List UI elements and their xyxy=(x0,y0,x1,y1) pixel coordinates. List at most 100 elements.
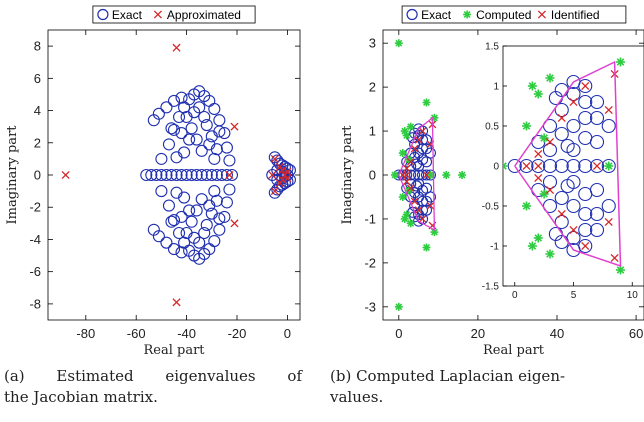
panel-a-exact-point xyxy=(155,152,168,165)
panel-a-exact-point xyxy=(175,168,188,182)
panel-b-inset: 0 5 10 -1.5 -1 -0.5 0 0.5 1 1.5 xyxy=(482,42,644,303)
panel-b-identified-point xyxy=(418,127,427,135)
panel-a-xtick-label: -60 xyxy=(127,326,146,341)
panel-a-exact-point xyxy=(180,226,193,240)
panel-a-exact-point xyxy=(195,144,208,157)
panel-a-exact-point xyxy=(220,141,233,154)
panel-b-legend-marker-exact xyxy=(406,8,418,21)
panel-b-identified-point xyxy=(402,164,411,173)
panel-a-exact-point xyxy=(190,168,203,182)
panel-a-exact-point xyxy=(180,110,193,124)
panel-a-exact-point xyxy=(200,218,213,231)
panel-b-inset-ytick-label: 1.5 xyxy=(485,42,499,53)
panel-b-inset-computed-point xyxy=(539,133,549,143)
panel-b-inset-xtick-label: 0 xyxy=(512,290,518,301)
panel-b-inset-identified-point xyxy=(545,137,555,147)
panel-a-approx-point xyxy=(270,187,279,196)
panel-a-legend-marker-approximated xyxy=(153,10,162,19)
panel-b-inset-identified-point xyxy=(569,225,578,235)
panel-b-inset-exact-point xyxy=(519,158,534,174)
panel-b-xtick-label: 20 xyxy=(471,326,485,341)
panel-a-ytick-label: -8 xyxy=(29,296,41,311)
panel-a-exact-point xyxy=(193,236,206,249)
panel-b-inset-exact-point xyxy=(589,158,605,174)
panel-a-ytick-label: -4 xyxy=(29,232,41,247)
panel-b-exact-point xyxy=(413,160,425,172)
panel-b-inset-exact-point xyxy=(578,206,593,222)
panel-a-exact-point xyxy=(198,226,211,240)
panel-a-exact-point xyxy=(172,110,186,124)
panel-b-inset-exact-point xyxy=(542,142,558,158)
panel-b-ytick-label: -2 xyxy=(364,255,376,270)
panel-a-exact-point xyxy=(266,168,279,182)
panel-b-computed-point xyxy=(398,149,407,158)
panel-b-inset-identified-point xyxy=(545,185,555,195)
panel-b-inset-ytick-label: -0.5 xyxy=(482,202,500,213)
panel-b-legend-label-exact: Exact xyxy=(421,8,452,22)
panel-b-identified-point xyxy=(414,135,423,144)
panel-b-inset-identified-point xyxy=(604,217,613,227)
panel-a-exact-point xyxy=(162,199,176,212)
panel-a-xtick-label: -20 xyxy=(228,326,247,341)
panel-b-inset-computed-point xyxy=(593,294,602,303)
panel-b-inset-ytick-label: 0 xyxy=(493,162,499,173)
panel-a-exact-point xyxy=(208,152,221,165)
panel-b-inset-identified-point xyxy=(557,113,566,123)
panel-a-exact-point xyxy=(150,168,163,182)
panel-a-xtick-label: -80 xyxy=(76,326,95,341)
panel-b-inset-identified-point xyxy=(581,241,590,251)
panel-b-xtick-label: 0 xyxy=(395,326,402,341)
panel-a-ytick-label: 0 xyxy=(34,168,41,183)
panel-b-legend-marker-computed xyxy=(463,10,472,19)
panel-b-inset-exact-point xyxy=(566,242,581,258)
panel-b-identified-point xyxy=(414,206,423,215)
panel-a-exact-point xyxy=(170,186,183,199)
panel-a-approx-point xyxy=(172,43,181,52)
panel-b-inset-computed-point xyxy=(545,73,555,83)
panel-a-ytick-label: -2 xyxy=(29,200,41,215)
panel-a-ytick-label: 4 xyxy=(34,103,41,118)
panel-a-approx-point xyxy=(230,219,239,228)
panel-b-ylabel: Imaginary part xyxy=(340,125,355,225)
panel-b-ytick-label: 3 xyxy=(369,36,376,51)
panel-a-exact-point xyxy=(213,223,226,236)
panel-b-inset-exact-point xyxy=(554,190,569,206)
panel-b-exact-point xyxy=(413,169,425,181)
panel-a-exact-point xyxy=(208,235,221,248)
panel-a-exact-point xyxy=(160,168,173,182)
panel-b-inset-content xyxy=(503,57,625,303)
panel-a-legend-box xyxy=(92,5,256,24)
panel-a-approx-point xyxy=(61,170,70,180)
panel-b-legend-box xyxy=(401,5,627,24)
caption-b-line1: (b) Computed Laplacian eigen- xyxy=(330,367,566,385)
panel-b-inset-exact-point xyxy=(560,138,575,154)
panel-b-exact-point xyxy=(416,195,429,207)
panel-b-inset-exact-point xyxy=(531,158,546,174)
panel-a-exact-point xyxy=(160,101,173,114)
panel-b-inset-exact-point xyxy=(566,118,581,134)
panel-b-computed-point xyxy=(422,98,431,107)
panel-a-exact-point xyxy=(225,168,239,182)
panel-b-computed-point xyxy=(398,192,407,201)
panel-a-exact-point xyxy=(195,168,208,182)
panel-b-inset-exact-point xyxy=(554,102,569,118)
panel-a-exact-point xyxy=(223,183,236,196)
panel-b-boundary xyxy=(398,116,436,232)
caption-a-line2: the Jacobian matrix. xyxy=(4,388,158,406)
panel-b-identified-point xyxy=(410,197,419,206)
panel-b-computed-point xyxy=(400,127,409,136)
panel-a-exact-point xyxy=(152,230,165,243)
panel-b-inset-identified-point xyxy=(569,97,578,107)
panel-b-xtick-label: 60 xyxy=(629,326,643,341)
panel-a-ylabel: Imaginary part xyxy=(5,125,20,225)
panel-a-approx-point xyxy=(283,174,292,183)
panel-a-exact-point xyxy=(193,101,206,114)
panel-b-exact-point xyxy=(420,143,433,155)
panel-b-exact-point xyxy=(413,178,425,190)
panel-b-identified-point xyxy=(410,144,419,153)
panel-a-ytick-label: 8 xyxy=(34,39,41,54)
panel-a-exact-point xyxy=(190,204,203,217)
panel-a-exact-point xyxy=(167,243,181,256)
panel-a-exact-point xyxy=(195,193,208,206)
panel-b-inset-computed-point xyxy=(604,161,614,171)
